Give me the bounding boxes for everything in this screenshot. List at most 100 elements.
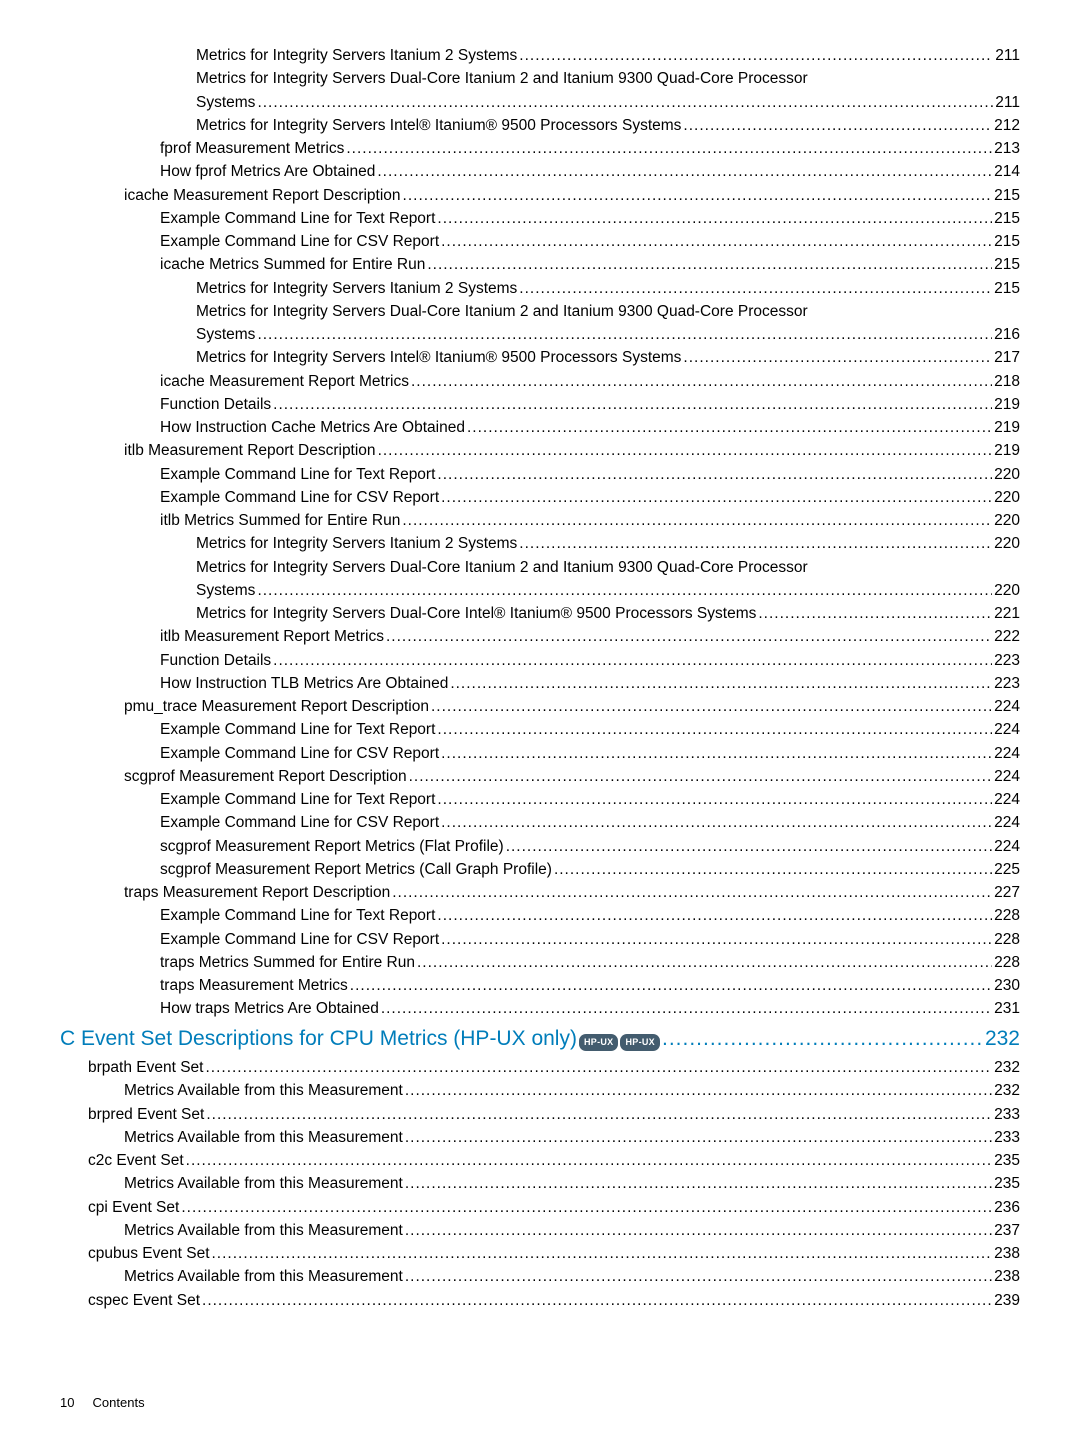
toc-entry-label: brpred Event Set: [88, 1103, 204, 1126]
toc-entry: Example Command Line for Text Report228: [60, 904, 1020, 927]
toc-leader-dots: [346, 137, 992, 160]
toc-entry: Function Details219: [60, 393, 1020, 416]
toc-entry: Metrics for Integrity Servers Itanium 2 …: [60, 44, 1020, 67]
toc-entry-label: Metrics for Integrity Servers Dual-Core …: [196, 602, 756, 625]
toc-entry-page: 236: [994, 1196, 1020, 1219]
toc-entry-page: 219: [994, 416, 1020, 439]
toc-entry: Metrics Available from this Measurement2…: [60, 1219, 1020, 1242]
toc-entry-page: 218: [994, 370, 1020, 393]
toc-entry: c2c Event Set235: [60, 1149, 1020, 1172]
toc-entry-label: How Instruction TLB Metrics Are Obtained: [160, 672, 448, 695]
toc-leader-dots: [405, 1172, 992, 1195]
toc-entry-label: scgprof Measurement Report Description: [124, 765, 407, 788]
toc-entry-page: 228: [994, 951, 1020, 974]
toc-leader-dots: [437, 718, 992, 741]
toc-entry: cpubus Event Set238: [60, 1242, 1020, 1265]
toc-entry: Metrics for Integrity Servers Itanium 2 …: [60, 277, 1020, 300]
toc-entry: Example Command Line for CSV Report 228: [60, 928, 1020, 951]
toc-leader-dots: [441, 811, 992, 834]
toc-entry-page: 215: [994, 253, 1020, 276]
toc-entry-page: 224: [994, 811, 1020, 834]
toc-entry-label: Example Command Line for Text Report: [160, 788, 435, 811]
toc-entry-label: Metrics Available from this Measurement: [124, 1126, 403, 1149]
toc-entry-label: brpath Event Set: [88, 1056, 203, 1079]
toc-leader-dots: [350, 974, 992, 997]
toc-leader-dots: [212, 1242, 993, 1265]
toc-leader-dots: [202, 1289, 992, 1312]
toc-entry-page: 238: [994, 1242, 1020, 1265]
toc-leader-dots: [405, 1265, 992, 1288]
toc-entry: Metrics for Integrity Servers Intel® Ita…: [60, 346, 1020, 369]
toc-entry-label: C Event Set Descriptions for CPU Metrics…: [60, 1021, 660, 1057]
toc-leader-dots: [437, 463, 992, 486]
toc-entry: traps Metrics Summed for Entire Run228: [60, 951, 1020, 974]
toc-entry-label: pmu_trace Measurement Report Description: [124, 695, 429, 718]
toc-entry-label: Example Command Line for Text Report: [160, 718, 435, 741]
toc-entry-label: Example Command Line for CSV Report: [160, 928, 439, 951]
toc-entry-page: 238: [994, 1265, 1020, 1288]
toc-leader-dots: [441, 230, 992, 253]
toc-entry-page: 239: [994, 1289, 1020, 1312]
page-footer: 10 Contents: [60, 1395, 145, 1410]
toc-entry-page: 233: [994, 1126, 1020, 1149]
toc-entry-label: Example Command Line for Text Report: [160, 904, 435, 927]
toc-leader-dots: [437, 904, 992, 927]
toc-entry: How Instruction TLB Metrics Are Obtained…: [60, 672, 1020, 695]
toc-entry-page: 232: [994, 1056, 1020, 1079]
toc-entry: cspec Event Set239: [60, 1289, 1020, 1312]
toc-entry-page: 219: [994, 439, 1020, 462]
toc-entry-page: 211: [995, 91, 1020, 114]
toc-entry-page: 222: [994, 625, 1020, 648]
toc-leader-dots: [441, 742, 992, 765]
toc-leader-dots: [405, 1219, 992, 1242]
toc-entry-page: 232: [985, 1021, 1020, 1057]
toc-leader-dots: [257, 323, 992, 346]
toc-leader-dots: [519, 277, 992, 300]
toc-leader-dots: [506, 835, 992, 858]
toc-entry: Example Command Line for CSV Report224: [60, 811, 1020, 834]
toc-entry-page: 223: [994, 672, 1020, 695]
toc-entry-label: How fprof Metrics Are Obtained: [160, 160, 375, 183]
toc-leader-dots: [519, 44, 993, 67]
toc-entry: Example Command Line for Text Report224: [60, 718, 1020, 741]
toc-entry-page: 224: [994, 835, 1020, 858]
toc-entry-page: 221: [994, 602, 1020, 625]
toc-leader-dots: [257, 579, 992, 602]
toc-leader-dots: [450, 672, 992, 695]
toc-entry-page: 220: [994, 509, 1020, 532]
toc-leader-dots: [405, 1079, 992, 1102]
toc-entry: Metrics for Integrity Servers Intel® Ita…: [60, 114, 1020, 137]
toc-entry-label: Example Command Line for CSV Report: [160, 486, 439, 509]
toc-entry: Example Command Line for Text Report220: [60, 463, 1020, 486]
toc-entry: Metrics for Integrity Servers Dual-Core …: [60, 300, 1020, 323]
toc-leader-dots: [683, 346, 992, 369]
toc-entry: traps Measurement Report Description227: [60, 881, 1020, 904]
toc-entry-label: Metrics Available from this Measurement: [124, 1079, 403, 1102]
toc-entry-label: Metrics for Integrity Servers Dual-Core …: [196, 67, 808, 90]
toc-entry: Systems211: [60, 91, 1020, 114]
toc-entry-page: 224: [994, 742, 1020, 765]
toc-entry-page: 228: [994, 928, 1020, 951]
toc-entry: How Instruction Cache Metrics Are Obtain…: [60, 416, 1020, 439]
toc-entry: cpi Event Set236: [60, 1196, 1020, 1219]
toc-entry: Function Details223: [60, 649, 1020, 672]
toc-entry: Metrics Available from this Measurement2…: [60, 1265, 1020, 1288]
toc-entry: brpred Event Set233: [60, 1103, 1020, 1126]
toc-entry-page: 237: [994, 1219, 1020, 1242]
toc-entry: Systems220: [60, 579, 1020, 602]
toc-entry-label: itlb Measurement Report Metrics: [160, 625, 384, 648]
footer-label: Contents: [93, 1395, 145, 1410]
toc-leader-dots: [257, 91, 993, 114]
toc-entry-label: fprof Measurement Metrics: [160, 137, 344, 160]
page-number: 10: [60, 1395, 74, 1410]
toc-entry-label: Example Command Line for Text Report: [160, 463, 435, 486]
toc-entry-label: Metrics Available from this Measurement: [124, 1172, 403, 1195]
toc-leader-dots: [662, 1021, 983, 1057]
toc-entry-page: 224: [994, 695, 1020, 718]
toc-entry-label: itlb Measurement Report Description: [124, 439, 376, 462]
toc-leader-dots: [206, 1103, 992, 1126]
toc-entry: icache Measurement Report Metrics218: [60, 370, 1020, 393]
toc-entry-page: 220: [994, 486, 1020, 509]
toc-entry-label: Example Command Line for CSV Report: [160, 230, 439, 253]
toc-entry-page: 217: [994, 346, 1020, 369]
